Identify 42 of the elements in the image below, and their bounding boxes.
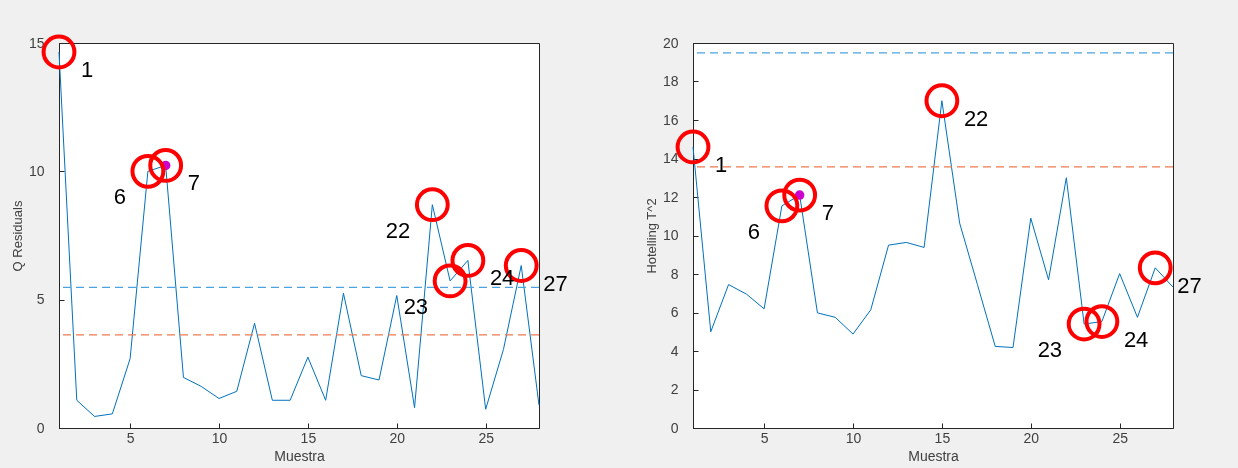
annotation: 23 [1037,337,1063,363]
y-tick-label: 20 [662,34,679,51]
y-tick-label: 0 [670,419,679,436]
annotation: 22 [963,105,989,131]
y-tick-label: 4 [670,342,679,359]
y-tick-label: 2 [670,381,679,397]
x-tick-label: 25 [478,429,495,446]
y-tick-label: 14 [662,150,679,166]
y-tick-label: 0 [36,419,45,436]
x-tick-label: 10 [845,429,862,446]
annotation: 24 [1123,326,1149,352]
annotation: 22 [385,217,411,243]
y-tick-label: 8 [670,265,679,282]
y-axis-title: Hotelling T^2 [643,198,659,274]
y-tick-label: 18 [662,73,679,89]
y-axis-title: Q Residuals [9,200,25,272]
x-tick-label: 5 [760,429,769,446]
annotation: 7 [821,200,834,226]
annotation: 1 [715,151,728,177]
x-tick-label: 15 [300,429,317,446]
y-tick-label: 10 [28,162,45,179]
x-axis-title: Muestra [274,447,325,464]
y-tick-label: 10 [662,227,679,243]
y-tick-label: 6 [670,304,679,320]
annotation: 24 [489,265,515,291]
y-tick-label: 12 [662,188,679,205]
annotation: 6 [747,218,760,244]
y-tick-label: 15 [28,34,45,51]
x-tick-label: 20 [389,429,406,446]
x-tick-label: 5 [126,429,135,446]
annotation: 7 [187,170,200,196]
x-tick-label: 25 [1112,429,1129,446]
annotation: 1 [81,56,94,82]
annotation: 27 [543,270,568,296]
x-axis-title: Muestra [908,447,959,464]
y-tick-label: 5 [36,291,45,308]
annotation: 27 [1177,272,1202,298]
y-tick-label: 16 [662,111,679,128]
x-tick-label: 20 [1023,429,1040,446]
annotation: 6 [113,184,126,210]
x-tick-label: 15 [934,429,951,446]
x-tick-label: 10 [211,429,228,446]
